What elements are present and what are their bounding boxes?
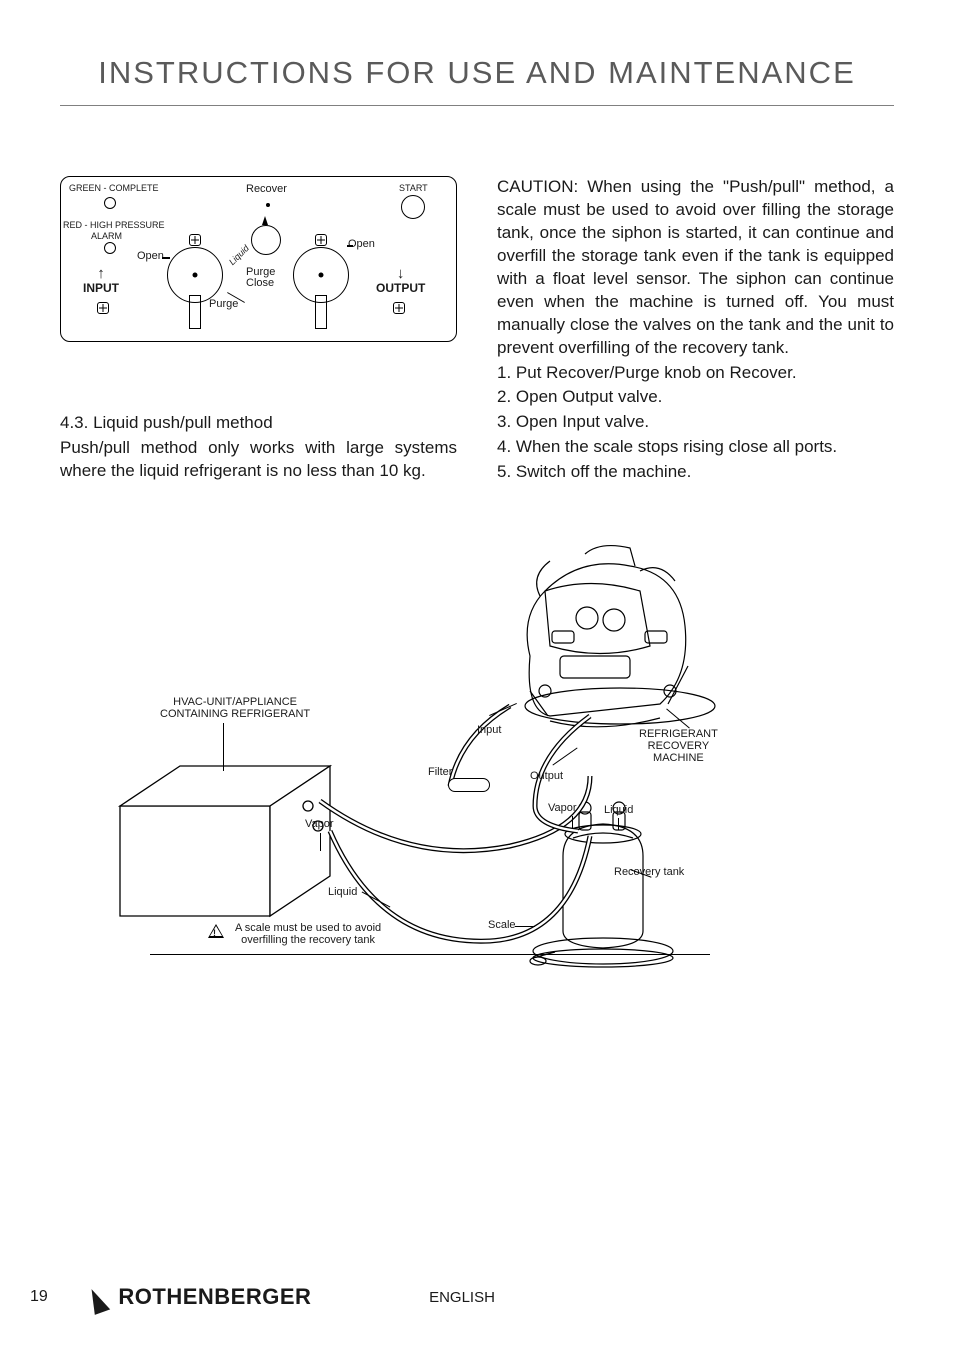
gauge-left-valve (189, 295, 201, 329)
label-filter: Filter (428, 766, 452, 778)
label-liquid-right: Liquid (604, 804, 633, 816)
label-purge: Purge (209, 297, 238, 312)
control-panel-diagram: GREEN - COMPLETE RED - HIGH PRESSURE ALA… (60, 176, 457, 342)
page-footer: 19 ◣ ROTHENBERGER ENGLISH (30, 1278, 894, 1316)
warning-triangle-icon (208, 924, 224, 938)
label-alarm: ALARM (91, 230, 122, 242)
recover-dot (266, 203, 270, 207)
step-1: 1. Put Recover/Purge knob on Recover. (497, 362, 894, 385)
output-port (393, 302, 405, 314)
input-block: ↑ INPUT (83, 269, 119, 296)
label-vapor-right: Vapor (548, 802, 577, 814)
label-output: Output (530, 770, 563, 782)
line-open-right (347, 245, 353, 247)
gauge-right-stem (315, 234, 327, 246)
label-hvac: HVAC-UNIT/APPLIANCECONTAINING REFRIGERAN… (160, 696, 310, 720)
led-red (104, 242, 116, 254)
section-body: Push/pull method only works with large s… (60, 437, 457, 483)
step-2: 2. Open Output valve. (497, 386, 894, 409)
line-open-left (162, 257, 170, 259)
filter-cylinder (448, 778, 490, 792)
label-open-left: Open (137, 249, 164, 264)
page-title: INSTRUCTIONS FOR USE AND MAINTENANCE (60, 55, 894, 91)
label-start: START (399, 182, 428, 194)
knob-pointer (262, 216, 268, 225)
title-rule (60, 105, 894, 106)
output-block: ↓ OUTPUT (376, 269, 425, 296)
label-liquid: Liquid (226, 242, 252, 268)
gauge-left-stem (189, 234, 201, 246)
page-number: 19 (30, 1288, 48, 1306)
brand-name: ROTHENBERGER (118, 1284, 311, 1310)
label-scale-note: A scale must be used to avoidoverfilling… (235, 922, 381, 946)
gauge-right-valve (315, 295, 327, 329)
led-green (104, 197, 116, 209)
section-heading: 4.3. Liquid push/pull method (60, 412, 457, 435)
brand-wedge-icon: ◣ (91, 1276, 110, 1318)
input-port (97, 302, 109, 314)
label-vapor-left: Vapor (305, 818, 334, 830)
button-start (401, 195, 425, 219)
label-scale: Scale (488, 919, 516, 931)
label-recover: Recover (246, 182, 287, 197)
step-5: 5. Switch off the machine. (497, 461, 894, 484)
label-green-complete: GREEN - COMPLETE (69, 182, 159, 194)
language-label: ENGLISH (429, 1289, 495, 1306)
recover-purge-knob (251, 225, 281, 255)
step-4: 4. When the scale stops rising close all… (497, 436, 894, 459)
step-3: 3. Open Input valve. (497, 411, 894, 434)
label-input: Input (477, 724, 501, 736)
label-liquid-left: Liquid (328, 886, 357, 898)
ground-line (150, 954, 710, 955)
label-recov-machine: REFRIGERANTRECOVERYMACHINE (639, 728, 718, 764)
label-purge-close: PurgeClose (246, 267, 275, 289)
caution-text: CAUTION: When using the "Push/pull" meth… (497, 176, 894, 360)
push-pull-diagram: HVAC-UNIT/APPLIANCECONTAINING REFRIGERAN… (60, 566, 894, 1011)
